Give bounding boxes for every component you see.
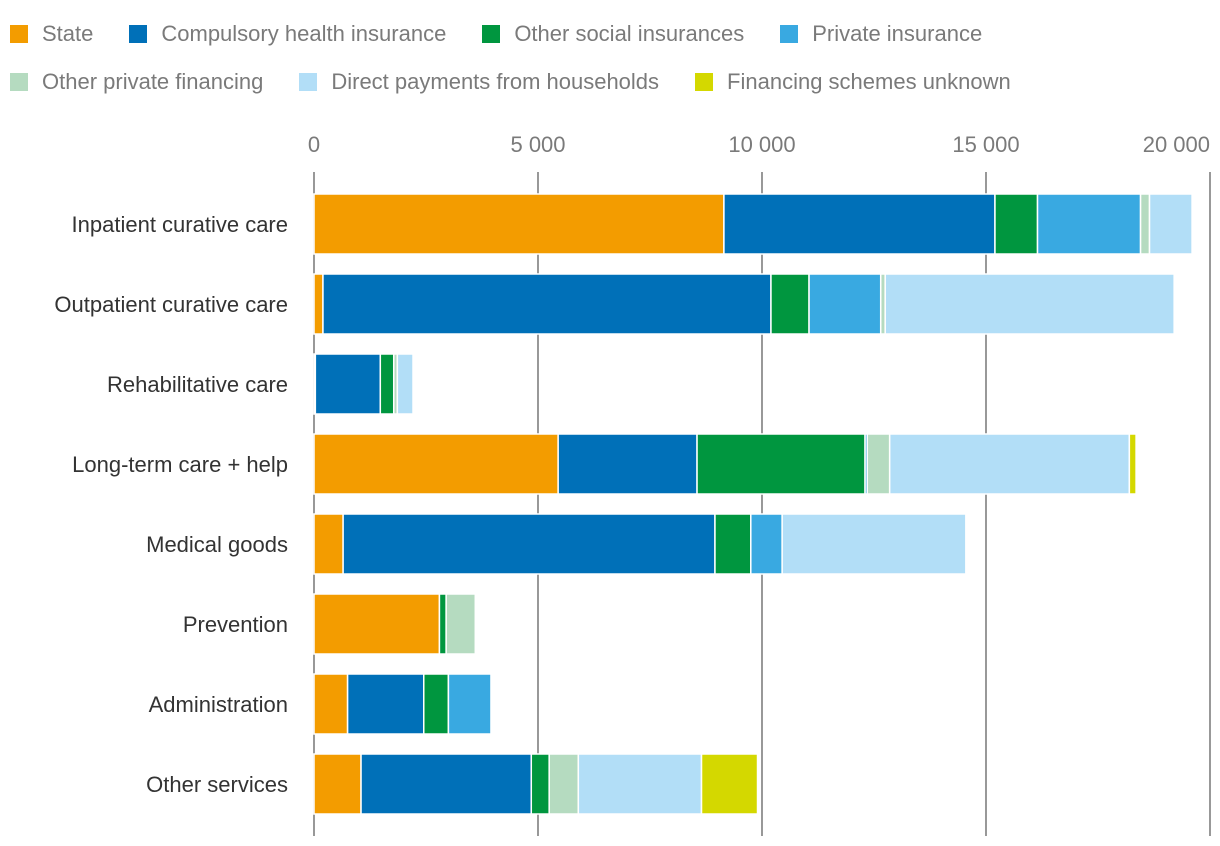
bar-segment-private-insurance <box>447 673 492 735</box>
bar-segment-compulsory-health-insurance <box>346 673 425 735</box>
bar-segment-other-private-financing <box>1139 193 1151 255</box>
x-tick-label: 10 000 <box>728 132 795 157</box>
x-tick-label: 0 <box>308 132 320 157</box>
legend-item: Compulsory health insurance <box>129 21 446 47</box>
legend-label: State <box>42 21 94 46</box>
x-tick-label: 5 000 <box>510 132 565 157</box>
x-tick-label: 15 000 <box>952 132 1019 157</box>
bar-segment-direct-payments-from-households <box>888 433 1131 495</box>
bar-segment-state <box>313 273 324 335</box>
category-label: Prevention <box>183 612 288 637</box>
legend-item: Direct payments from households <box>299 69 659 95</box>
legend-row: Other private financing Direct payments f… <box>10 58 1210 106</box>
bar-segment-compulsory-health-insurance <box>314 353 382 415</box>
bar-segment-direct-payments-from-households <box>396 353 414 415</box>
legend: State Compulsory health insurance Other so… <box>10 10 1210 106</box>
legend-item: Other private financing <box>10 69 263 95</box>
legend-swatch <box>10 25 28 43</box>
legend-label: Other private financing <box>42 69 264 94</box>
bar-segment-state <box>313 433 559 495</box>
bar-segment-other-private-financing <box>445 593 477 655</box>
bar-segment-other-social-insurances <box>423 673 450 735</box>
bar-segment-financing-schemes-unknown <box>1128 433 1137 495</box>
category-label: Long-term care + help <box>72 452 288 477</box>
bar-segment-private-insurance <box>808 273 882 335</box>
x-tick-label: 20 000 <box>1143 132 1210 157</box>
bar-segment-financing-schemes-unknown <box>700 753 759 815</box>
legend-swatch <box>482 25 501 43</box>
bar-segment-other-social-insurances <box>696 433 866 495</box>
category-label: Rehabilitative care <box>107 372 288 397</box>
bar-segment-other-social-insurances <box>714 513 752 575</box>
legend-item: State <box>10 21 93 47</box>
legend-item: Financing schemes unknown <box>695 69 1011 95</box>
legend-swatch <box>10 73 28 91</box>
legend-swatch <box>780 25 799 43</box>
bar-segment-other-social-insurances <box>770 273 810 335</box>
bar-segment-direct-payments-from-households <box>884 273 1175 335</box>
bar-segment-other-private-financing <box>548 753 580 815</box>
bar-segment-state <box>313 513 344 575</box>
legend-item: Other social insurances <box>482 21 744 47</box>
legend-swatch <box>695 73 714 91</box>
bar-segment-state <box>313 753 362 815</box>
bar-segment-compulsory-health-insurance <box>342 513 716 575</box>
bar-segment-other-social-insurances <box>994 193 1039 255</box>
legend-swatch <box>129 25 148 43</box>
category-label: Outpatient curative care <box>54 292 288 317</box>
bar-segment-state <box>313 193 725 255</box>
bar-segment-private-insurance <box>1036 193 1142 255</box>
bar-segment-direct-payments-from-households <box>1148 193 1193 255</box>
bar-segment-state <box>313 673 349 735</box>
bar-segment-other-social-insurances <box>438 593 447 655</box>
bar-segment-state <box>313 593 441 655</box>
bar-segment-compulsory-health-insurance <box>360 753 533 815</box>
bar-segment-compulsory-health-insurance <box>723 193 996 255</box>
bar-segment-compulsory-health-insurance <box>557 433 698 495</box>
bar-segment-private-insurance <box>750 513 783 575</box>
category-label: Medical goods <box>146 532 288 557</box>
legend-label: Direct payments from households <box>331 69 660 94</box>
legend-label: Private insurance <box>812 21 983 46</box>
legend-label: Other social insurances <box>514 21 745 46</box>
legend-swatch <box>299 73 318 91</box>
bar-segment-direct-payments-from-households <box>577 753 703 815</box>
legend-row: State Compulsory health insurance Other so… <box>10 10 1210 58</box>
bar-segment-other-social-insurances <box>530 753 550 815</box>
category-label: Administration <box>149 692 288 717</box>
legend-item: Private insurance <box>780 21 982 47</box>
legend-label: Financing schemes unknown <box>727 69 1011 94</box>
bar-segment-compulsory-health-insurance <box>322 273 772 335</box>
category-label: Other services <box>146 772 288 797</box>
legend-label: Compulsory health insurance <box>161 21 447 46</box>
bar-segment-direct-payments-from-households <box>781 513 967 575</box>
category-label: Inpatient curative care <box>72 212 288 237</box>
bar-segment-other-social-insurances <box>379 353 395 415</box>
bar-segment-other-private-financing <box>866 433 891 495</box>
